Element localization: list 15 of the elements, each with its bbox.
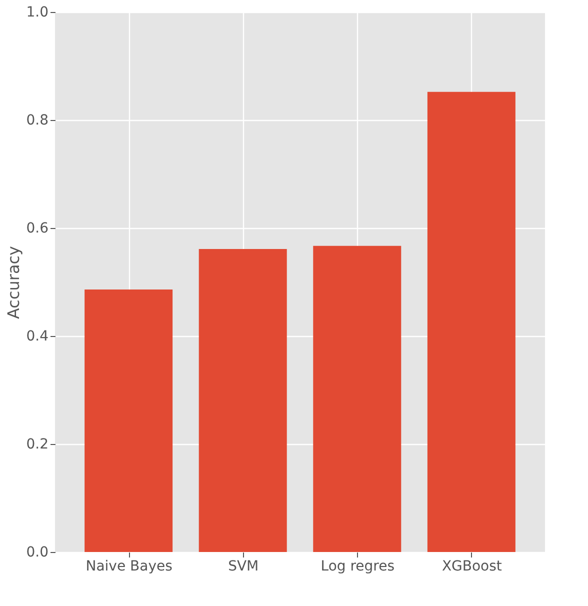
y-tick-label: 0.6 — [26, 220, 49, 236]
y-tick-label: 0.4 — [26, 328, 49, 344]
y-tick-label: 0.0 — [26, 544, 48, 560]
x-tick-label: Log regres — [320, 558, 395, 574]
bar — [198, 249, 287, 552]
y-axis-title: Accuracy — [4, 246, 24, 320]
bar — [84, 290, 173, 552]
x-tick-label: SVM — [228, 558, 259, 574]
x-tick-label: Naive Bayes — [86, 558, 172, 574]
bar — [427, 92, 516, 552]
x-tick-label: XGBoost — [442, 558, 502, 574]
y-tick-label: 0.8 — [26, 112, 48, 128]
bar — [313, 246, 402, 552]
y-tick-label: 0.2 — [26, 436, 48, 452]
y-tick-label: 1.0 — [26, 4, 48, 20]
